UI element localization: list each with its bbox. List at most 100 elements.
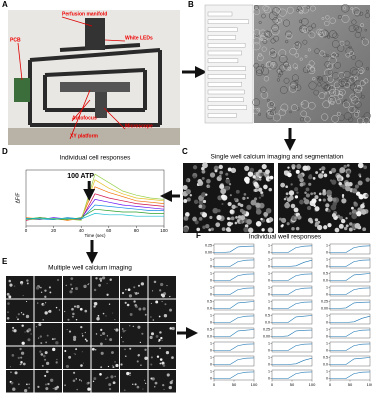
cell (339, 216, 344, 220)
cell (235, 205, 238, 208)
cell (129, 372, 132, 375)
cell (74, 353, 76, 355)
cell-texture (270, 109, 276, 116)
cell (226, 217, 230, 221)
cell (297, 215, 302, 220)
cell (6, 292, 10, 296)
cell-texture (309, 66, 315, 72)
cell-texture (308, 31, 312, 35)
cell (115, 328, 119, 332)
y-tick-label: 0.5 (265, 313, 270, 317)
well-frame (271, 341, 313, 353)
x-tick-label: 100 (309, 382, 316, 387)
x-tick-label: 100 (367, 382, 372, 387)
cell (246, 218, 252, 225)
cell (87, 283, 89, 286)
cell-texture (279, 54, 288, 64)
well-image (91, 323, 119, 346)
panel-letter: F (196, 231, 201, 240)
cell (144, 348, 147, 351)
well-frame (271, 243, 313, 255)
cell (47, 382, 50, 386)
cell-texture (361, 36, 365, 41)
cell (6, 317, 10, 320)
cell-trace (25, 186, 165, 221)
cell (239, 208, 244, 213)
cell-texture (343, 70, 351, 78)
cell (105, 377, 107, 380)
cell (85, 339, 88, 342)
cell-texture (325, 15, 330, 20)
cell-texture (266, 110, 270, 114)
cell (351, 213, 358, 220)
cell (20, 361, 23, 364)
cell (30, 333, 32, 335)
cell (313, 192, 317, 195)
cell (351, 188, 358, 194)
well-frame (271, 285, 313, 297)
cell (357, 162, 364, 169)
y-tick-label: 0 (326, 264, 328, 268)
frame-beam (44, 68, 146, 77)
cell (288, 190, 295, 196)
cell (208, 228, 212, 232)
cell-texture (322, 100, 331, 109)
cell (49, 291, 52, 294)
cell (221, 194, 226, 199)
cell-texture (313, 89, 320, 96)
y-tick-label: 1 (268, 341, 270, 345)
cell (111, 351, 114, 354)
cell (295, 226, 300, 231)
cell-texture (336, 111, 341, 116)
cell (215, 222, 221, 228)
cell (75, 287, 79, 291)
cell-texture (274, 6, 281, 13)
y-tick-label: 0 (326, 348, 328, 352)
cell (12, 387, 16, 391)
cell (133, 300, 136, 303)
cell (345, 217, 348, 220)
cell (79, 379, 81, 381)
cell (205, 224, 210, 229)
cell-texture (272, 17, 279, 24)
cell (44, 383, 48, 386)
y-tick-label: 1 (326, 285, 328, 289)
cell (284, 202, 291, 209)
cell (40, 286, 42, 289)
cell-texture (283, 62, 291, 71)
cell (7, 311, 9, 314)
cell (230, 167, 237, 174)
cell (20, 312, 23, 314)
y-tick-label: 0 (268, 306, 270, 310)
cell (20, 356, 23, 359)
cell-texture (357, 110, 360, 113)
cell (169, 327, 172, 330)
y-tick-label: 0.0 (207, 334, 212, 338)
cell (345, 185, 351, 192)
cell (362, 227, 367, 232)
cell (52, 388, 54, 390)
cell (253, 181, 259, 187)
cell (308, 174, 313, 180)
cell-texture (318, 92, 326, 99)
panel-letter: D (2, 147, 8, 156)
cell (108, 303, 111, 305)
cell (153, 385, 156, 388)
cell (145, 382, 147, 384)
cell-texture (299, 26, 303, 30)
cell-texture (332, 72, 340, 80)
well-trace (330, 245, 371, 253)
manifold (85, 18, 105, 50)
cell-texture (300, 110, 307, 118)
cell-texture (314, 48, 320, 54)
cell (314, 221, 319, 226)
cell (246, 204, 252, 210)
cell (268, 217, 274, 222)
y-tick-label: 1 (210, 271, 212, 275)
cell-texture (258, 52, 262, 57)
cell (69, 283, 73, 286)
cell (8, 295, 12, 299)
cell-texture (308, 102, 316, 110)
cell (87, 387, 91, 391)
